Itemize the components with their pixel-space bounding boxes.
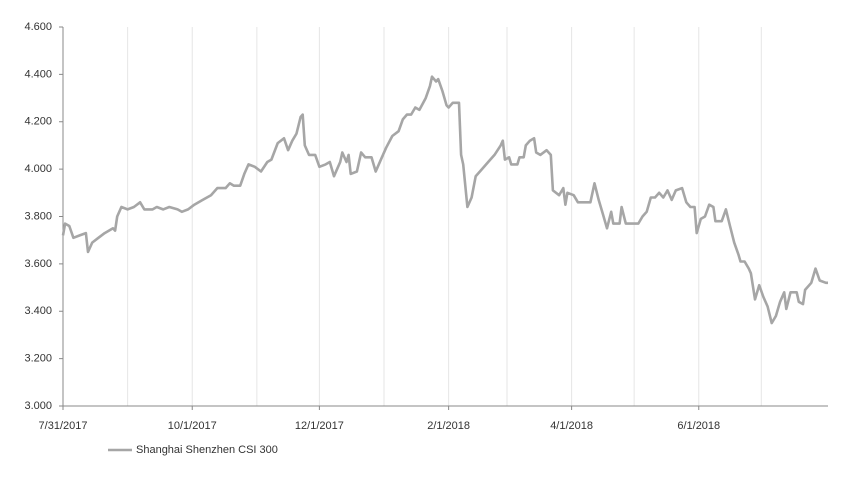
x-tick-label: 10/1/2017 — [168, 420, 217, 432]
x-tick-label: 4/1/2018 — [550, 420, 593, 432]
y-tick-label: 4.000 — [24, 163, 52, 175]
y-tick-label: 3.600 — [24, 258, 52, 270]
y-tick-label: 4.400 — [24, 68, 52, 80]
line-series — [61, 75, 828, 325]
x-tick-label: 12/1/2017 — [295, 420, 344, 432]
x-tick-label: 7/31/2017 — [39, 420, 88, 432]
y-tick-label: 4.600 — [24, 21, 52, 33]
x-tick-label: 6/1/2018 — [677, 420, 720, 432]
legend-label: Shanghai Shenzhen CSI 300 — [136, 444, 278, 456]
y-tick-label: 3.000 — [24, 400, 52, 412]
y-tick-label: 3.800 — [24, 210, 52, 222]
x-tick-label: 2/1/2018 — [427, 420, 470, 432]
y-tick-label: 3.200 — [24, 353, 52, 365]
y-tick-label: 3.400 — [24, 305, 52, 317]
y-tick-label: 4.200 — [24, 116, 52, 128]
